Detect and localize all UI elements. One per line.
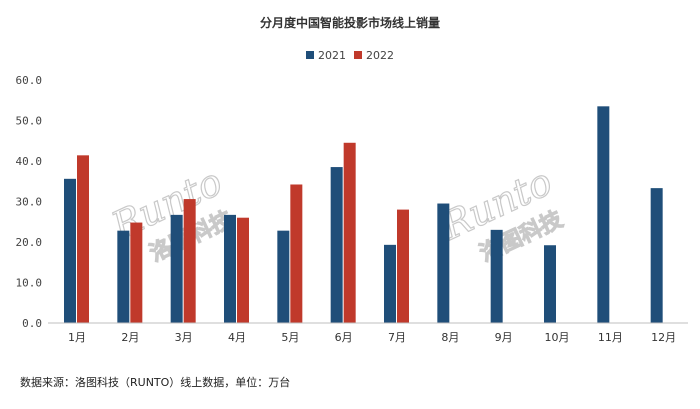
legend-label-2021: 2021: [318, 49, 346, 62]
x-tick-label: 2月: [121, 331, 139, 344]
chart-title: 分月度中国智能投影市场线上销量: [260, 15, 440, 30]
y-tick-label: 30.0: [16, 196, 43, 209]
x-tick-label: 8月: [441, 331, 459, 344]
bar-2022-4: [237, 217, 249, 323]
x-tick-label: 12月: [651, 331, 676, 344]
x-tick-label: 9月: [495, 331, 513, 344]
bar-2021-9: [490, 229, 503, 323]
legend-swatch-2021: [306, 51, 314, 59]
x-tick-label: 1月: [68, 331, 86, 344]
bar-2021-4: [224, 214, 236, 323]
x-axis: 1月 2月 3月 4月 5月 6月 7月 8月 9月 10月 11月 12月: [68, 331, 676, 344]
x-tick-label: 4月: [228, 331, 246, 344]
bar-2021-8: [437, 203, 450, 323]
bar-2021-5: [277, 230, 290, 323]
y-tick-label: 50.0: [16, 115, 43, 128]
bar-2022-7: [397, 209, 409, 323]
source-note: 数据来源：洛图科技（RUNTO）线上数据，单位：万台: [20, 375, 290, 389]
x-tick-label: 5月: [281, 331, 299, 344]
bar-2021-2: [117, 230, 130, 323]
bar-2021-10: [544, 245, 556, 323]
x-tick-label: 3月: [175, 331, 193, 344]
y-tick-label: 20.0: [16, 236, 43, 249]
bar-2022-5: [290, 184, 303, 323]
x-tick-label: 7月: [388, 331, 406, 344]
legend-label-2022: 2022: [366, 49, 394, 62]
bars: [64, 106, 663, 323]
y-tick-label: 0.0: [22, 317, 42, 330]
bar-2021-7: [384, 244, 396, 323]
bar-2021-1: [64, 178, 76, 323]
legend-swatch-2022: [354, 51, 362, 59]
y-axis: 0.0 10.0 20.0 30.0 40.0 50.0 60.0: [16, 74, 43, 330]
bar-2021-3: [170, 214, 183, 323]
bar-2022-6: [343, 142, 356, 323]
y-tick-label: 40.0: [16, 155, 43, 168]
bar-2021-6: [330, 167, 343, 323]
bar-2022-3: [183, 199, 196, 323]
y-tick-label: 60.0: [16, 74, 43, 87]
bar-2021-12: [650, 188, 663, 323]
y-tick-label: 10.0: [16, 277, 43, 290]
legend: 2021 2022: [306, 49, 394, 62]
x-tick-label: 11月: [598, 331, 623, 344]
bar-2022-1: [77, 155, 89, 323]
x-tick-label: 10月: [545, 331, 570, 344]
bar-2022-2: [130, 222, 143, 323]
x-tick-label: 6月: [335, 331, 353, 344]
bar-2021-11: [597, 106, 610, 323]
